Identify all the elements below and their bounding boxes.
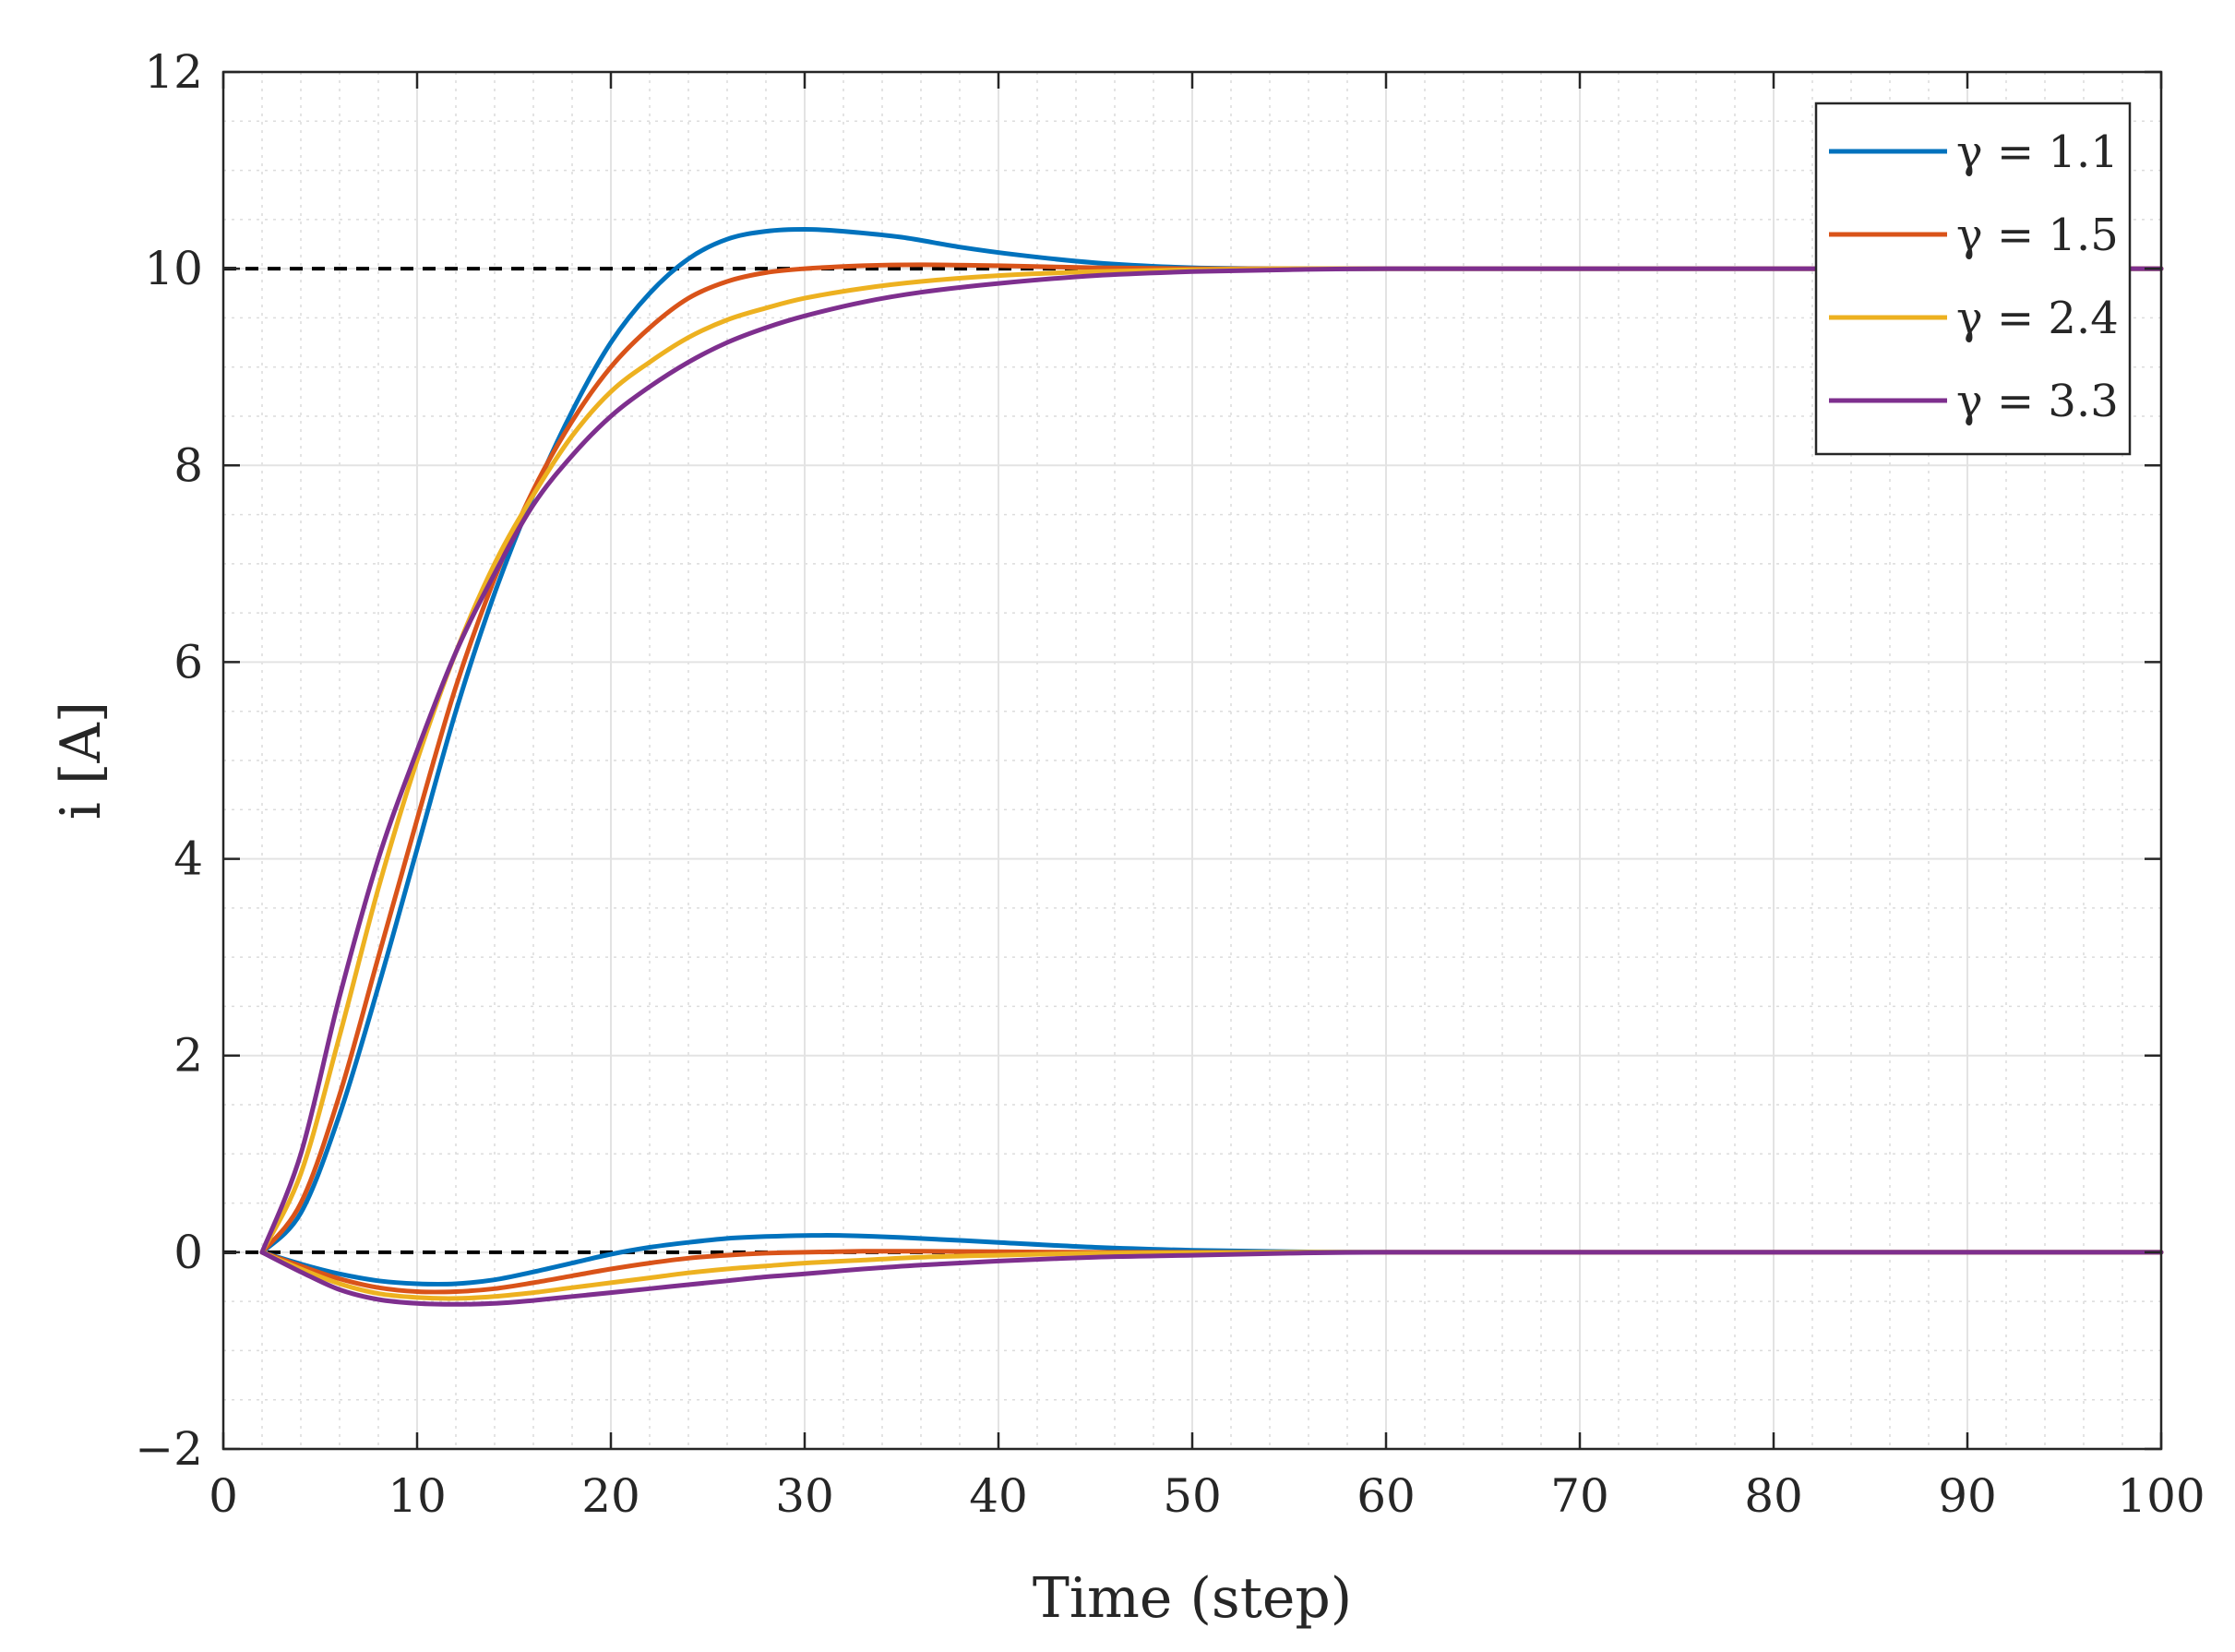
y-tick-label: 10 bbox=[144, 242, 203, 295]
y-tick-label: −2 bbox=[135, 1422, 203, 1476]
y-tick-label: 6 bbox=[173, 635, 203, 688]
legend: γ = 1.1 γ = 1.5 γ = 2.4 γ = 3.3 bbox=[1814, 102, 2132, 456]
minor-grid bbox=[223, 72, 2161, 1449]
x-tick-label: 60 bbox=[1357, 1469, 1416, 1523]
y-axis-title: i [A] bbox=[49, 701, 114, 820]
x-axis-title: Time (step) bbox=[1033, 1566, 1352, 1631]
axes bbox=[221, 70, 2163, 1451]
x-tick-labels: 0 10 20 30 40 50 60 70 80 90 100 bbox=[209, 1469, 2205, 1523]
x-tick-label: 20 bbox=[581, 1469, 640, 1523]
x-tick-label: 10 bbox=[388, 1469, 447, 1523]
x-tick-label: 40 bbox=[969, 1469, 1028, 1523]
y-tick-label: 4 bbox=[173, 832, 203, 886]
x-tick-label: 70 bbox=[1550, 1469, 1609, 1523]
y-tick-label: 0 bbox=[173, 1226, 203, 1279]
series-line-4 bbox=[259, 266, 2164, 1255]
legend-label: γ = 2.4 bbox=[1956, 293, 2119, 344]
x-tick-label: 100 bbox=[2117, 1469, 2205, 1523]
x-tick-label: 0 bbox=[209, 1469, 238, 1523]
x-tick-label: 50 bbox=[1163, 1469, 1222, 1523]
series-line-8 bbox=[259, 1250, 2164, 1307]
x-tick-label: 90 bbox=[1938, 1469, 1997, 1523]
legend-label: γ = 1.5 bbox=[1956, 209, 2119, 261]
legend-box bbox=[1814, 102, 2132, 456]
y-tick-labels: −2 0 2 4 6 8 10 12 bbox=[135, 45, 203, 1476]
x-tick-label: 80 bbox=[1744, 1469, 1803, 1523]
y-tick-label: 12 bbox=[144, 45, 203, 99]
y-tick-label: 2 bbox=[173, 1029, 203, 1083]
legend-label: γ = 3.3 bbox=[1956, 376, 2119, 427]
x-tick-label: 30 bbox=[775, 1469, 834, 1523]
series-lines bbox=[259, 227, 2164, 1307]
legend-label: γ = 1.1 bbox=[1956, 126, 2119, 178]
y-tick-label: 8 bbox=[173, 438, 203, 492]
reference-lines bbox=[223, 267, 2161, 1254]
